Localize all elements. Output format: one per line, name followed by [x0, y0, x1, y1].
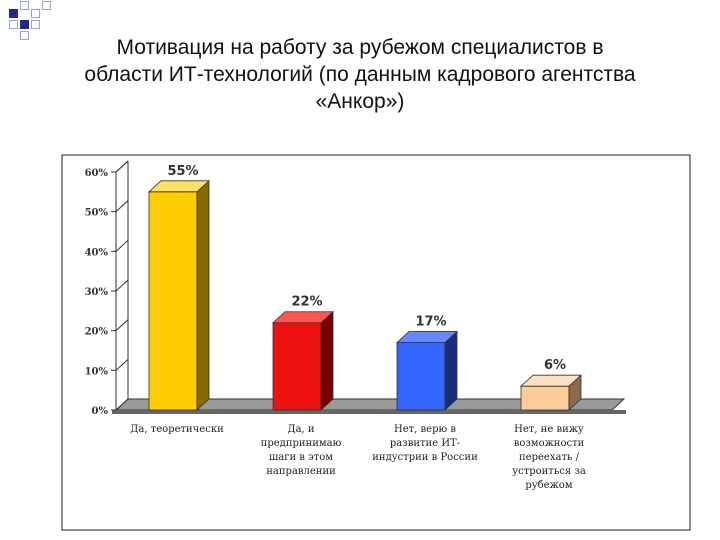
- y-tick-label: 20%: [85, 327, 109, 338]
- deco-square: [9, 9, 18, 18]
- y-tick-depth: [115, 200, 129, 213]
- y-tick-label: 30%: [85, 287, 109, 298]
- slide-title: Мотивация на работу за рубежом специалис…: [20, 34, 700, 115]
- deco-square: [20, 31, 29, 40]
- x-category-label: рубежом: [525, 480, 572, 491]
- x-category-label: возможности: [514, 438, 585, 449]
- bar-front: [272, 322, 322, 411]
- x-category-label: Да, и: [287, 424, 314, 435]
- data-label: 55%: [167, 164, 198, 179]
- y-tick-depth: [115, 398, 129, 411]
- y-tick-label: 60%: [85, 168, 109, 179]
- decorative-squares: [0, 0, 60, 40]
- y-tick-depth: [115, 160, 129, 173]
- data-label: 22%: [291, 295, 322, 310]
- x-category-label: устроиться за: [512, 466, 586, 477]
- title-line-1: Мотивация на работу за рубежом специалис…: [116, 36, 604, 59]
- deco-square: [9, 20, 18, 29]
- data-label: 17%: [415, 315, 446, 330]
- title-line-3: «Анкор»): [315, 90, 405, 113]
- chart-floor-edge: [112, 410, 626, 414]
- x-category-label: Да, теоретически: [130, 424, 224, 435]
- bar-side: [196, 179, 210, 411]
- deco-square: [31, 20, 40, 29]
- bar-side: [444, 330, 458, 411]
- deco-square: [20, 20, 29, 29]
- x-category-label: Нет, верю в: [394, 424, 456, 435]
- x-category-label: переехать /: [519, 452, 580, 463]
- deco-square: [42, 1, 51, 10]
- y-tick-label: 40%: [85, 247, 109, 258]
- x-category-label: шаги в этом: [269, 452, 333, 463]
- x-category-label: направлении: [266, 466, 336, 477]
- bar-front: [148, 191, 198, 411]
- deco-square: [20, 1, 29, 10]
- bar-front: [520, 385, 570, 411]
- y-tick-label: 10%: [85, 366, 109, 377]
- title-line-2: области ИТ-технологий (по данным кадрово…: [84, 63, 636, 86]
- y-tick-depth: [115, 279, 129, 292]
- bar-top: [519, 374, 583, 387]
- bar-top: [395, 331, 459, 343]
- y-tick-depth: [115, 358, 129, 371]
- x-category-label: предпринимаю: [261, 438, 342, 449]
- y-tick-label: 0%: [92, 406, 109, 417]
- data-label: 6%: [544, 358, 566, 373]
- bar-top: [147, 180, 211, 193]
- y-tick-depth: [115, 319, 129, 332]
- deco-square: [31, 9, 40, 18]
- y-tick-label: 50%: [85, 208, 109, 219]
- x-category-label: Нет, не вижу: [514, 424, 584, 435]
- x-category-label: развитие ИТ-: [390, 438, 460, 449]
- chart-frame: [61, 154, 691, 531]
- bar-side: [320, 310, 334, 411]
- x-category-label: индустрии в России: [372, 452, 478, 463]
- bar-top: [271, 311, 335, 324]
- y-tick-depth: [115, 239, 129, 252]
- bar-front: [396, 342, 446, 411]
